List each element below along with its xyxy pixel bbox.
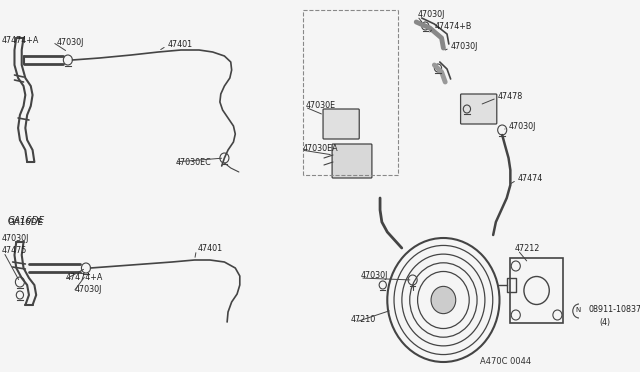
- Text: 47474: 47474: [518, 173, 543, 183]
- Text: GA16DE: GA16DE: [7, 218, 43, 227]
- FancyBboxPatch shape: [332, 144, 372, 178]
- Text: 47401: 47401: [197, 244, 222, 253]
- Text: 47030J: 47030J: [57, 38, 84, 46]
- Text: 47478: 47478: [498, 92, 523, 100]
- Text: 47030J: 47030J: [451, 42, 478, 51]
- Text: GA16DE: GA16DE: [7, 215, 45, 224]
- Text: 47401: 47401: [168, 39, 193, 48]
- FancyBboxPatch shape: [461, 94, 497, 124]
- Text: A470C 0044: A470C 0044: [479, 357, 531, 366]
- FancyBboxPatch shape: [323, 109, 359, 139]
- Text: 47475: 47475: [2, 246, 27, 254]
- Text: 47210: 47210: [351, 315, 376, 324]
- Text: 47030J: 47030J: [418, 10, 445, 19]
- Text: 47030J: 47030J: [509, 122, 536, 131]
- Text: 08911-10837: 08911-10837: [588, 305, 640, 314]
- Text: 47030EA: 47030EA: [302, 144, 338, 153]
- Text: 47030E: 47030E: [306, 100, 336, 109]
- Text: 47030EC: 47030EC: [175, 157, 211, 167]
- Circle shape: [431, 286, 456, 314]
- Text: 47030J: 47030J: [360, 272, 387, 280]
- Text: 47212: 47212: [515, 244, 540, 253]
- Text: (4): (4): [599, 318, 610, 327]
- Text: 47474+A: 47474+A: [65, 273, 102, 282]
- Text: 47474+A: 47474+A: [2, 35, 39, 45]
- Text: 47474+B: 47474+B: [435, 22, 472, 31]
- Text: N: N: [575, 307, 580, 313]
- Bar: [510, 258, 563, 323]
- Text: 47030J: 47030J: [74, 285, 102, 295]
- Text: 47030J: 47030J: [2, 234, 29, 243]
